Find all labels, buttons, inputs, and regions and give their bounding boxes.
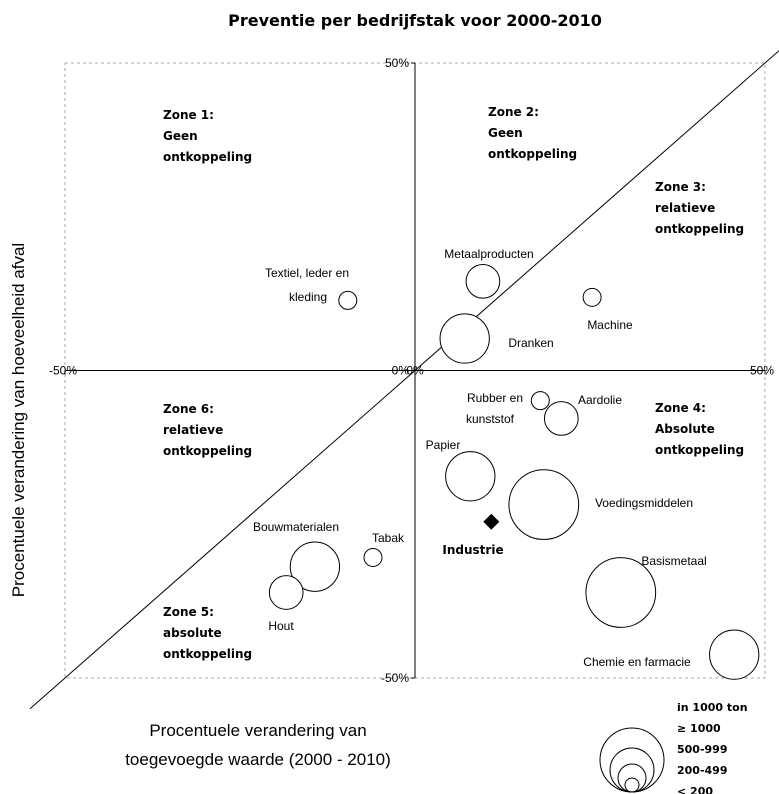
zone-label: absolute [163,626,222,640]
point-label: Rubber en [467,391,523,405]
zone-label: ontkoppeling [163,647,252,661]
point-label: kleding [289,290,327,304]
bubble [585,557,657,628]
point-label: Metaalproducten [444,247,533,261]
legend-title: in 1000 ton [677,701,748,714]
x-axis-title: toegevoegde waarde (2000 - 2010) [125,750,391,769]
bubble [543,401,579,436]
zone-label: ontkoppeling [163,150,252,164]
zone-label: ontkoppeling [655,443,744,457]
legend-label: < 200 [677,785,713,794]
point-label: Machine [587,318,633,332]
bubble [582,287,602,307]
zone-label: Zone 5: [163,605,214,619]
legend-circle [599,727,665,793]
bubble [508,469,580,540]
legend-circle [609,747,655,793]
legend-label: ≥ 1000 [677,722,721,735]
legend-circle [624,777,640,793]
bubble [439,313,490,364]
zone-label: Zone 2: [488,105,539,119]
zone-label: Zone 1: [163,108,214,122]
zone-label: Absolute [655,422,715,436]
y-axis-title: Procentuele verandering van hoeveelheid … [9,243,28,597]
point-label: Papier [426,438,461,452]
point-label: Textiel, leder en [265,266,349,280]
summary-marker [483,513,500,530]
point-label: kunststof [466,412,515,426]
y-tick-label: 50% [385,56,409,70]
chart-title: Preventie per bedrijfstak voor 2000-2010 [228,11,602,30]
bubble [709,629,760,680]
zone-label: Geen [488,126,523,140]
point-label: Chemie en farmacie [583,655,691,669]
legend-label: 200-499 [677,764,728,777]
zone-label: ontkoppeling [163,444,252,458]
point-label: Basismetaal [641,554,706,568]
point-label: Bouwmaterialen [253,520,339,534]
legend-label: 500-999 [677,743,728,756]
bubble [289,541,341,592]
bubble [338,290,358,310]
bubble [268,575,304,610]
x-tick-label: -50% [49,364,77,378]
zone-label: Zone 6: [163,402,214,416]
bubble [445,451,496,502]
zone-label: ontkoppeling [488,147,577,161]
point-label: Tabak [372,531,405,545]
y-tick-label: 0% [392,364,410,378]
zone-label: ontkoppeling [655,222,744,236]
point-label: Voedingsmiddelen [595,496,693,510]
x-axis-title: Procentuele verandering van [149,721,366,740]
x-tick-label: 0% [406,364,424,378]
y-tick-label: -50% [381,671,409,685]
zone-label: Zone 4: [655,401,706,415]
bubble [363,547,383,567]
point-label: Aardolie [578,393,622,407]
summary-label: Industrie [442,543,503,557]
bubble [465,263,501,299]
zone-label: Geen [163,129,198,143]
x-tick-label: 50% [750,364,774,378]
bubble [530,391,550,411]
zone-label: relatieve [655,201,715,215]
point-label: Dranken [508,336,553,350]
point-label: Hout [268,619,294,633]
diagonal [29,50,779,710]
zone-label: Zone 3: [655,180,706,194]
zone-label: relatieve [163,423,223,437]
